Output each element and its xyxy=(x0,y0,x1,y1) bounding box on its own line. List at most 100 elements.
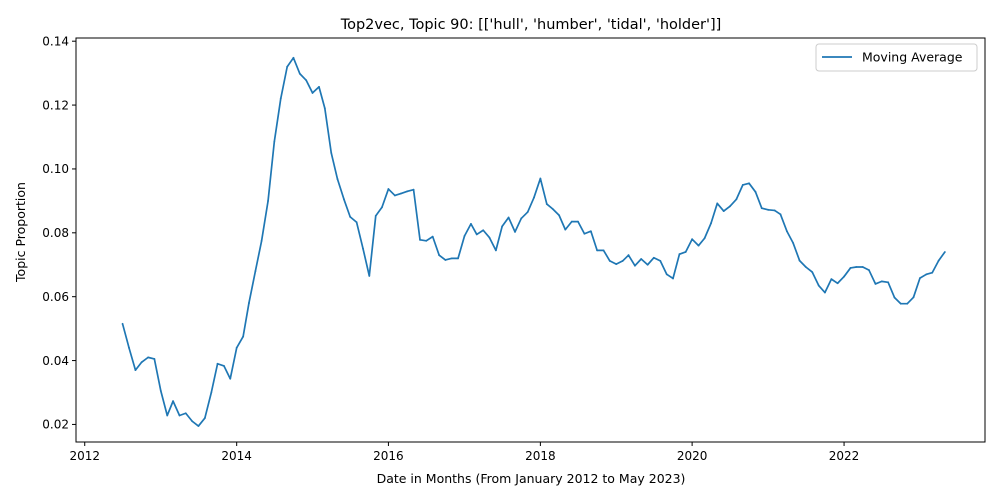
data-point xyxy=(526,211,529,213)
data-point xyxy=(166,414,169,417)
data-point xyxy=(412,188,415,191)
data-point xyxy=(570,220,573,223)
data-point xyxy=(735,198,738,201)
data-point xyxy=(457,257,459,260)
y-tick-label: 0.04 xyxy=(42,354,69,368)
x-tick-label: 2022 xyxy=(829,449,860,463)
data-point xyxy=(558,214,560,217)
data-point xyxy=(836,282,839,285)
data-point xyxy=(824,291,826,294)
data-point xyxy=(640,258,643,260)
data-point xyxy=(659,260,662,262)
x-tick-label: 2014 xyxy=(221,449,252,463)
data-point xyxy=(450,257,453,260)
data-point xyxy=(672,277,674,280)
data-point xyxy=(830,278,833,281)
data-point xyxy=(203,417,206,419)
data-point xyxy=(564,228,567,231)
data-point xyxy=(919,277,921,280)
x-tick-label: 2020 xyxy=(677,449,708,463)
y-axis-label: Topic Proportion xyxy=(13,182,28,283)
data-point xyxy=(488,236,491,239)
data-point xyxy=(811,271,814,273)
y-tick-label: 0.14 xyxy=(42,34,69,48)
plot-area: 2012 2014 2016 2018 2020 2022 0.02 0.04 0.06 0.08… xyxy=(42,34,986,463)
data-point xyxy=(691,238,694,241)
data-point xyxy=(849,267,852,269)
x-tick-label: 2016 xyxy=(373,449,404,463)
data-point xyxy=(425,239,428,242)
data-point xyxy=(583,232,586,235)
data-point xyxy=(773,209,776,212)
data-point xyxy=(887,281,890,284)
data-point xyxy=(646,263,649,266)
data-point xyxy=(223,365,225,367)
data-point xyxy=(254,270,257,273)
data-point xyxy=(475,233,478,236)
data-point xyxy=(880,280,883,283)
data-point xyxy=(387,188,390,190)
data-point xyxy=(368,275,371,277)
data-point xyxy=(893,296,896,299)
data-point xyxy=(267,199,269,202)
data-point xyxy=(393,194,396,197)
data-point xyxy=(906,302,909,305)
data-point xyxy=(305,79,308,82)
data-point xyxy=(431,235,434,238)
data-point xyxy=(235,346,238,349)
data-point xyxy=(514,230,516,233)
data-point xyxy=(349,215,352,218)
legend-box xyxy=(815,43,978,72)
data-point xyxy=(121,322,124,325)
data-point xyxy=(602,249,605,252)
y-tick-label: 0.06 xyxy=(42,290,69,304)
data-point xyxy=(760,207,763,210)
data-point xyxy=(355,221,358,224)
data-point xyxy=(931,271,934,274)
data-point xyxy=(419,238,421,241)
data-point xyxy=(438,254,441,257)
data-point xyxy=(323,107,326,110)
data-point xyxy=(494,249,497,252)
data-point xyxy=(128,346,130,349)
y-tick-label: 0.10 xyxy=(42,162,69,176)
data-point xyxy=(684,251,687,253)
data-point xyxy=(229,377,232,380)
data-point xyxy=(362,247,364,250)
plot-frame xyxy=(75,37,986,443)
data-point xyxy=(318,85,320,88)
data-point xyxy=(817,284,820,287)
data-point xyxy=(520,217,523,220)
data-point xyxy=(804,266,807,268)
data-point xyxy=(184,412,187,415)
chart-title: Top2vec, Topic 90: [['hull', 'humber', '… xyxy=(340,17,722,33)
data-point xyxy=(678,253,681,256)
data-point xyxy=(533,196,535,199)
data-point xyxy=(191,420,194,423)
data-point xyxy=(374,214,377,217)
data-point xyxy=(868,269,870,272)
data-point xyxy=(311,92,314,94)
y-tick-label: 0.12 xyxy=(42,98,69,112)
data-point xyxy=(874,283,877,285)
data-point xyxy=(507,216,510,219)
data-point xyxy=(861,266,864,268)
data-point xyxy=(589,230,592,233)
data-point xyxy=(197,425,200,427)
y-tick-label: 0.02 xyxy=(42,418,69,432)
data-point xyxy=(545,203,548,205)
data-point xyxy=(134,369,137,372)
data-point xyxy=(925,273,928,276)
data-point xyxy=(634,264,636,267)
data-point xyxy=(843,275,845,278)
data-point xyxy=(298,72,301,75)
data-point xyxy=(279,97,282,100)
data-point xyxy=(779,213,782,216)
data-point xyxy=(210,391,213,394)
data-point xyxy=(627,254,630,257)
data-point xyxy=(943,251,946,253)
data-point xyxy=(621,260,624,262)
data-point xyxy=(748,182,750,185)
